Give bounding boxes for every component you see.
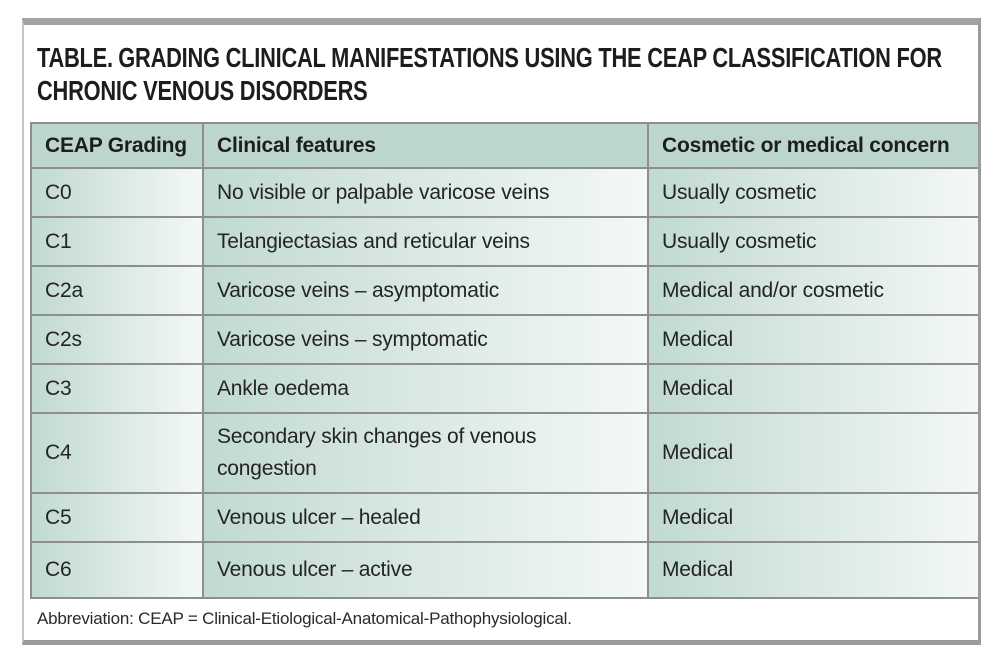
table-row-c3: C3 Ankle oedema Medical	[30, 363, 978, 414]
table-row-c5: C5 Venous ulcer – healed Medical	[30, 492, 978, 543]
ceap-classification-table: CEAP Grading Clinical features Cosmetic …	[30, 122, 978, 599]
cell-concern: Usually cosmetic	[647, 167, 978, 218]
cell-concern: Medical	[647, 541, 978, 599]
cell-grading: C1	[30, 216, 204, 267]
table-row-c2a: C2a Varicose veins – asymptomatic Medica…	[30, 265, 978, 316]
table-header-row: CEAP Grading Clinical features Cosmetic …	[30, 122, 978, 169]
cell-grading: C6	[30, 541, 204, 599]
cell-concern: Medical	[647, 314, 978, 365]
cell-clinical-features: Varicose veins – asymptomatic	[202, 265, 649, 316]
table-row-c6: C6 Venous ulcer – active Medical	[30, 541, 978, 599]
table-row-c1: C1 Telangiectasias and reticular veins U…	[30, 216, 978, 267]
cell-concern: Medical	[647, 412, 978, 494]
cell-clinical-features: Ankle oedema	[202, 363, 649, 414]
column-header-concern: Cosmetic or medical concern	[647, 122, 978, 169]
column-header-clinical-features: Clinical features	[202, 122, 649, 169]
cell-clinical-features: Varicose veins – symptomatic	[202, 314, 649, 365]
cell-grading: C5	[30, 492, 204, 543]
cell-concern: Medical and/or cosmetic	[647, 265, 978, 316]
table-row-c2s: C2s Varicose veins – symptomatic Medical	[30, 314, 978, 365]
cell-grading: C2a	[30, 265, 204, 316]
column-header-ceap-grading: CEAP Grading	[30, 122, 204, 169]
cell-grading: C3	[30, 363, 204, 414]
cell-clinical-features: Venous ulcer – healed	[202, 492, 649, 543]
table-title-text: GRADING CLINICAL MANIFESTATIONS USING TH…	[37, 42, 942, 106]
cell-clinical-features: Telangiectasias and reticular veins	[202, 216, 649, 267]
cell-clinical-features: Secondary skin changes of venous congest…	[202, 412, 649, 494]
table-title-label: TABLE.	[37, 42, 113, 73]
table-figure-frame: TABLE. GRADING CLINICAL MANIFESTATIONS US…	[22, 18, 981, 645]
cell-grading: C0	[30, 167, 204, 218]
cell-clinical-features: No visible or palpable varicose veins	[202, 167, 649, 218]
cell-concern: Medical	[647, 492, 978, 543]
table-row-c0: C0 No visible or palpable varicose veins…	[30, 167, 978, 218]
cell-concern: Medical	[647, 363, 978, 414]
cell-grading: C2s	[30, 314, 204, 365]
abbreviation-footnote: Abbreviation: CEAP = Clinical-Etiologica…	[24, 599, 978, 639]
cell-concern: Usually cosmetic	[647, 216, 978, 267]
table-row-c4: C4 Secondary skin changes of venous cong…	[30, 412, 978, 494]
cell-clinical-features: Venous ulcer – active	[202, 541, 649, 599]
table-title: TABLE. GRADING CLINICAL MANIFESTATIONS US…	[37, 41, 965, 107]
cell-grading: C4	[30, 412, 204, 494]
